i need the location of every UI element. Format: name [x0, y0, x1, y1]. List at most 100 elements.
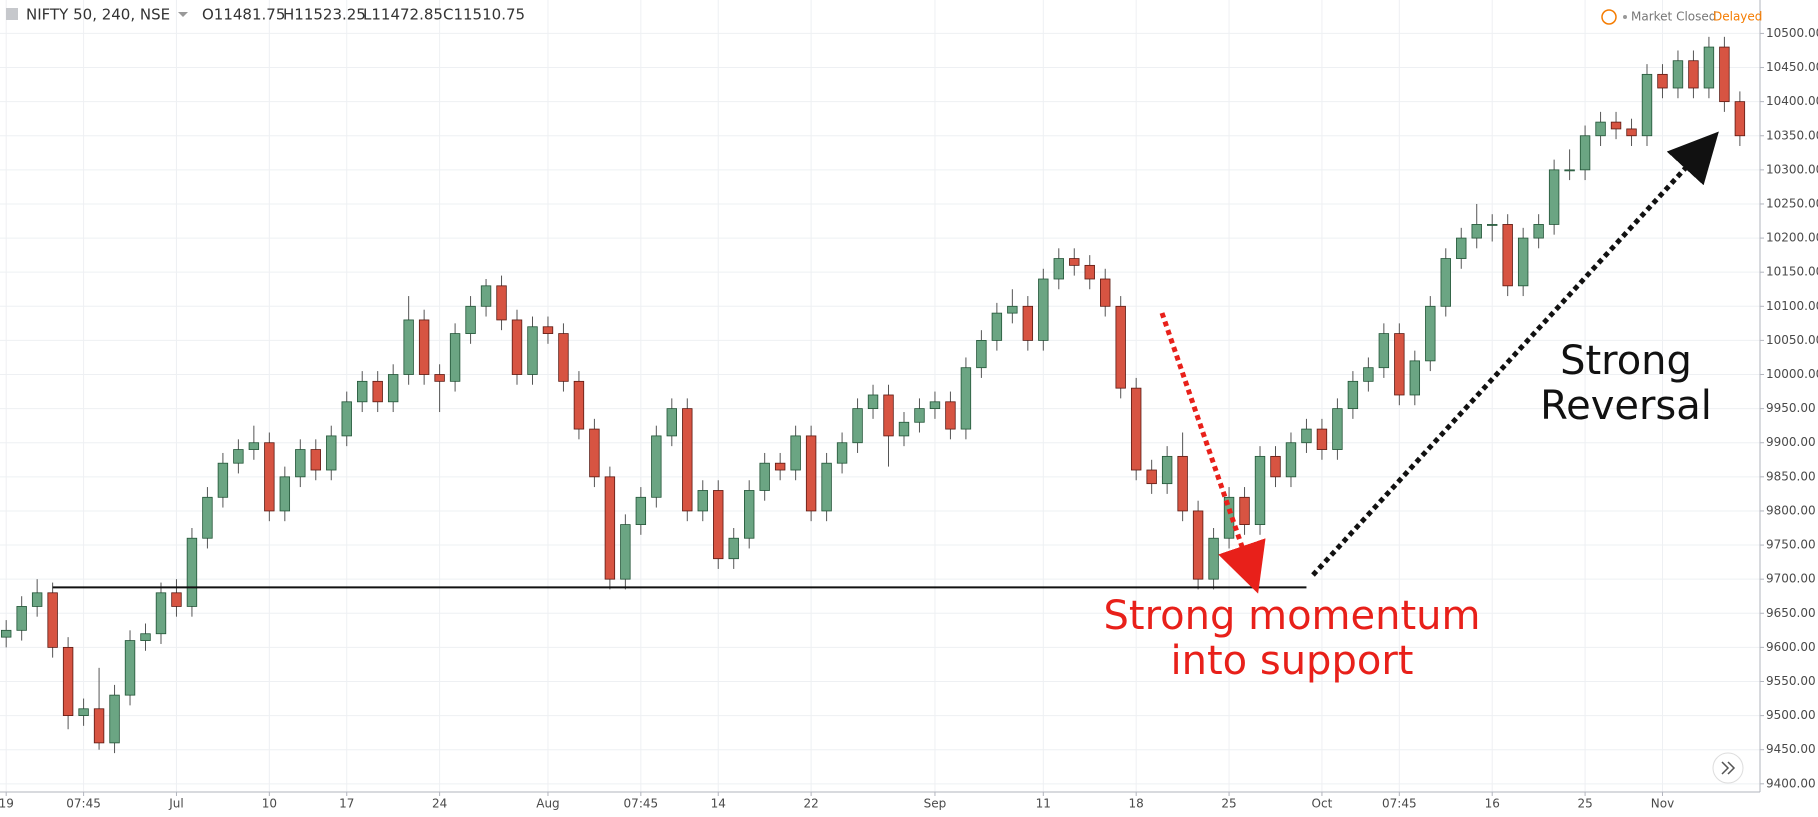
- candle-body: [109, 694, 120, 744]
- symbol[interactable]: NIFTY 50, 240, NSE: [26, 6, 170, 24]
- y-tick-label: 9650.00: [1766, 606, 1816, 620]
- candle-body: [202, 496, 213, 539]
- annotation-text: Reversal: [1540, 383, 1712, 429]
- y-tick-label: 10300.00: [1766, 162, 1818, 176]
- candle-body: [836, 442, 848, 464]
- y-tick-label: 10200.00: [1766, 231, 1818, 245]
- candle-body: [511, 319, 523, 375]
- y-tick-label: 10500.00: [1766, 26, 1818, 40]
- x-tick-label: 17: [339, 797, 354, 811]
- candle-body: [1022, 305, 1034, 341]
- candle-body: [1517, 237, 1529, 287]
- x-tick-label: 25: [1221, 797, 1236, 811]
- status-icon[interactable]: [1601, 9, 1617, 25]
- candle-body: [47, 592, 58, 648]
- candle-body: [480, 285, 492, 307]
- candle-body: [264, 442, 275, 512]
- candle-body: [744, 490, 755, 539]
- candle-body: [976, 340, 987, 369]
- candle-body: [1657, 73, 1668, 89]
- y-tick-label: 9900.00: [1766, 435, 1816, 449]
- y-tick-label: 9850.00: [1766, 469, 1816, 483]
- x-tick-label: Oct: [1312, 797, 1333, 811]
- feed-status: Delayed: [1713, 10, 1762, 24]
- candle-body: [1254, 455, 1266, 525]
- dropdown-icon[interactable]: [178, 12, 188, 17]
- momentum-arrow: [1159, 312, 1266, 594]
- candle-body: [1316, 428, 1328, 450]
- market-status: Market Closed: [1631, 10, 1716, 24]
- candle-body: [449, 333, 461, 382]
- y-tick-label: 9450.00: [1766, 742, 1816, 756]
- y-tick-label: 10000.00: [1766, 367, 1818, 381]
- scroll-icon: [1721, 761, 1736, 775]
- candle-body: [1579, 135, 1591, 171]
- y-tick-label: 10450.00: [1766, 60, 1818, 74]
- candle-body: [929, 401, 941, 410]
- candle-body: [0, 629, 12, 638]
- candle-body: [1347, 380, 1359, 410]
- candle-body: [357, 380, 368, 403]
- candle-body: [233, 449, 244, 464]
- candle-body: [1363, 367, 1374, 382]
- candle-body: [682, 408, 693, 512]
- annotation-text: Strong: [1560, 338, 1692, 384]
- candle-body: [1285, 442, 1297, 478]
- candle-body: [604, 476, 616, 580]
- y-tick-label: 10050.00: [1766, 333, 1818, 347]
- ohlc-high: H11523.25: [283, 6, 366, 24]
- candle-body: [1548, 169, 1560, 225]
- x-tick-label: 22: [803, 797, 818, 811]
- x-tick-label: 10: [262, 797, 277, 811]
- y-tick-label: 9950.00: [1766, 401, 1816, 415]
- candle-body: [31, 592, 43, 607]
- candle-body: [651, 435, 662, 498]
- candle-body: [186, 537, 198, 607]
- y-tick-label: 9400.00: [1766, 776, 1816, 790]
- candle-body: [542, 326, 554, 334]
- candle-body: [434, 374, 445, 382]
- candle-body: [140, 633, 151, 641]
- candle-body: [1487, 224, 1498, 226]
- candle-body: [1425, 305, 1436, 362]
- reversal-arrow: [1311, 131, 1719, 577]
- candle-body: [1641, 73, 1653, 137]
- x-tick-label: 25: [1577, 797, 1592, 811]
- candle-body: [171, 592, 182, 607]
- candle-body: [1208, 537, 1219, 580]
- candle-body: [1301, 428, 1312, 444]
- candle-body: [465, 305, 476, 334]
- candle-body: [1161, 455, 1173, 485]
- candle-body: [1456, 237, 1467, 259]
- candle-body: [635, 496, 647, 525]
- candle-body: [1192, 510, 1204, 580]
- candle-body: [1270, 455, 1281, 478]
- candle-body: [1332, 408, 1343, 450]
- candle-body: [1177, 455, 1188, 512]
- candle-body: [418, 319, 430, 375]
- ohlc-close: C11510.75: [443, 6, 525, 24]
- x-tick-label: Sep: [924, 797, 947, 811]
- y-tick-label: 9500.00: [1766, 708, 1816, 722]
- candle-body: [1610, 121, 1622, 130]
- candle-body: [666, 408, 678, 437]
- candle-body: [945, 401, 956, 430]
- candle-body: [759, 462, 770, 491]
- y-tick-label: 10350.00: [1766, 128, 1818, 142]
- candle-body: [1130, 387, 1142, 471]
- candle-body: [589, 428, 600, 478]
- annotation-text: Strong momentum: [1104, 593, 1481, 639]
- candle-body: [790, 435, 801, 471]
- status-dot: [1623, 15, 1627, 19]
- candle-body: [295, 449, 306, 478]
- y-tick-label: 10150.00: [1766, 265, 1818, 279]
- candle-body: [1409, 360, 1421, 396]
- candle-body: [310, 449, 321, 471]
- candle-body: [960, 367, 972, 430]
- grid: [0, 0, 1760, 792]
- candle-body: [1471, 224, 1482, 239]
- candle-body: [1688, 60, 1699, 89]
- candle-body: [852, 408, 863, 444]
